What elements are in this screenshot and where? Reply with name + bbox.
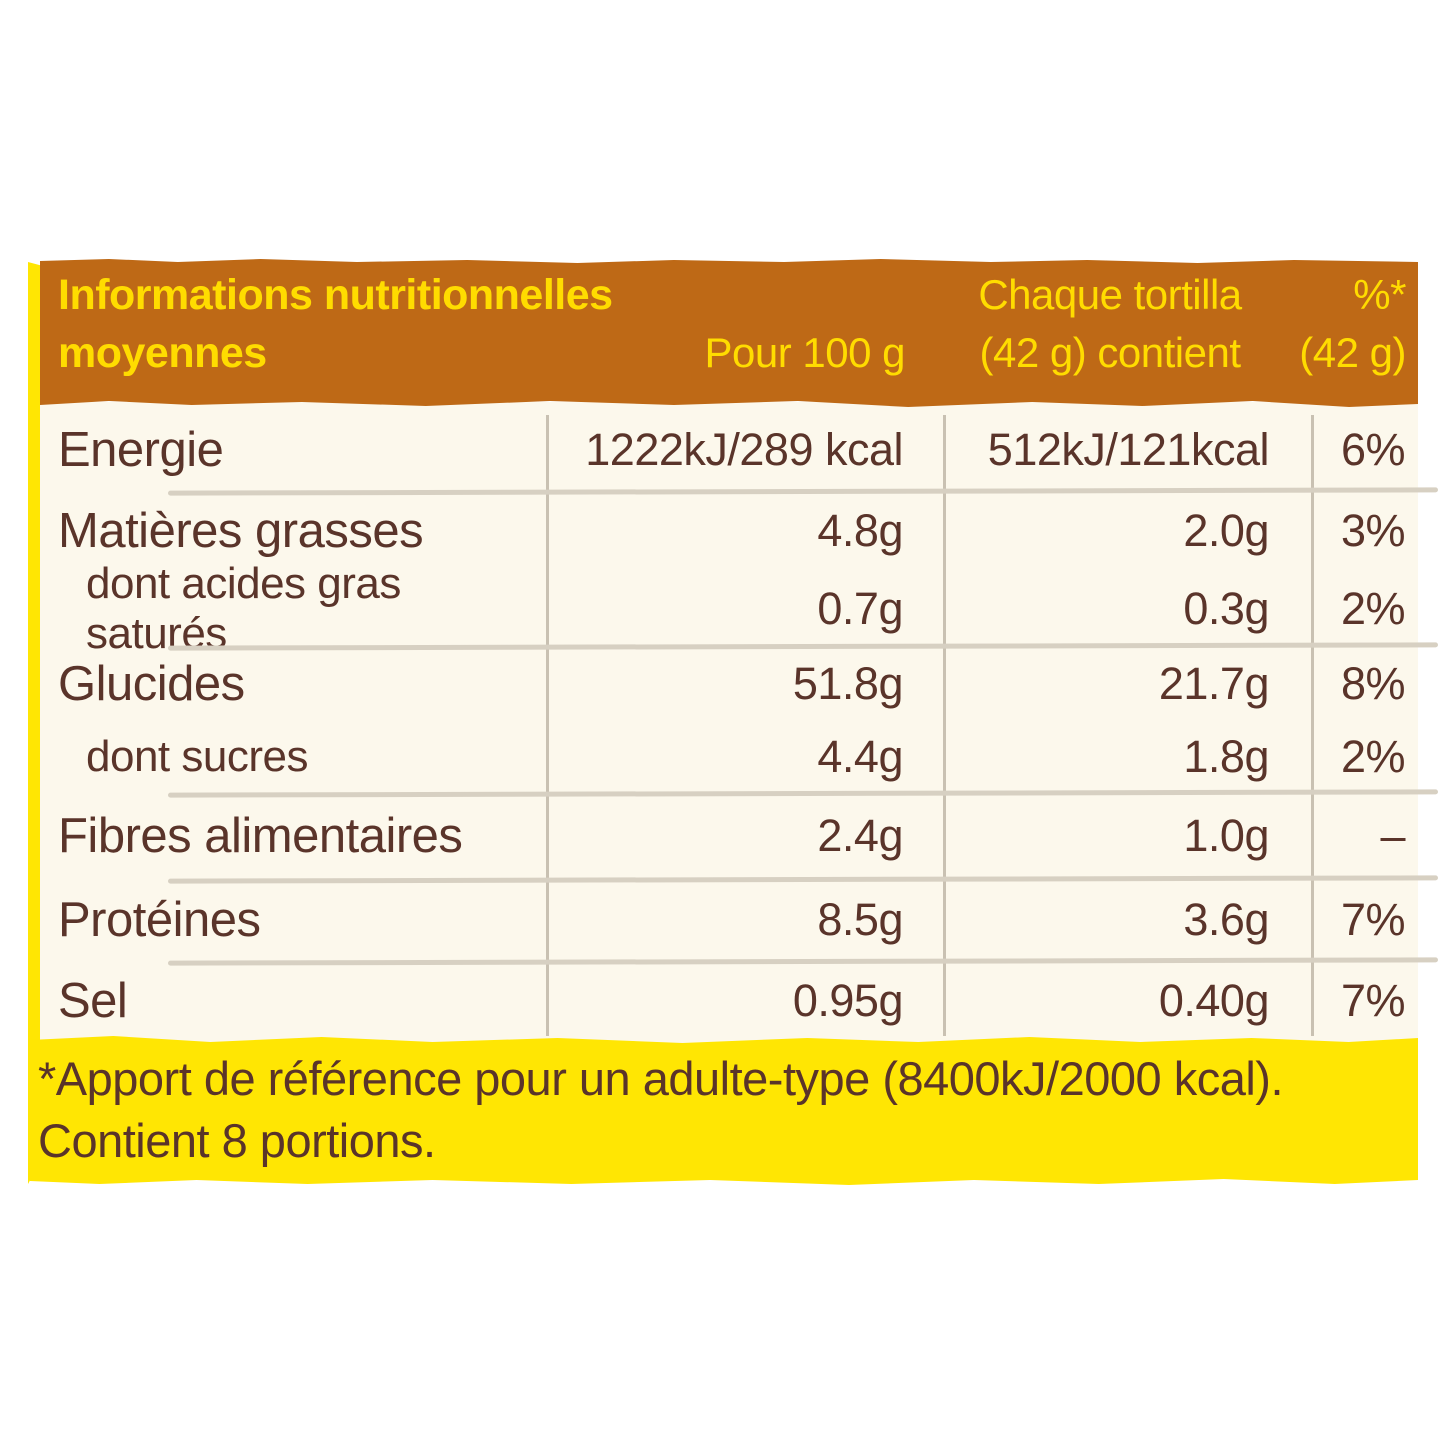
nutrient-label: Sel [58, 974, 128, 1028]
nutrient-label: Matières grasses [58, 504, 424, 558]
table-row: Glucides 51.8g 21.7g 8% [40, 646, 1418, 721]
title-line: Informations nutritionnelles [58, 271, 613, 319]
percent-value: – [1380, 810, 1405, 861]
portion-value: 512kJ/121kcal [987, 424, 1270, 475]
portion-value: 21.7g [1158, 657, 1270, 709]
portion-value: 2.0g [1183, 505, 1269, 556]
percent-value: 7% [1340, 894, 1406, 945]
portion-value: 1.8g [1183, 731, 1269, 782]
per100-value: 2.4g [817, 810, 903, 861]
page-title: Informations nutritionnelles moyennes [58, 266, 613, 382]
nutrient-label: Energie [58, 423, 224, 477]
per100-value: 51.8g [792, 657, 904, 709]
nutrient-sublabel: dont acides gras saturés [86, 558, 401, 658]
table-row: dont acides gras saturés 0.7g 0.3g 2% [40, 559, 1418, 658]
table-row: Matières grasses 4.8g 2.0g 3% [40, 491, 1418, 571]
column-divider [546, 415, 549, 1036]
column-header-percent-line: %* [1353, 271, 1406, 318]
portion-value: 0.3g [1183, 582, 1269, 634]
per100-value: 0.95g [792, 975, 904, 1026]
column-header-percent: %* (42 g) [1299, 266, 1406, 382]
table-row: Sel 0.95g 0.40g 7% [40, 961, 1418, 1041]
percent-value: 8% [1340, 657, 1406, 709]
column-divider [943, 415, 946, 1036]
nutrient-label: Protéines [58, 893, 261, 947]
column-header-portion: Chaque tortilla (42 g) contient [920, 266, 1300, 382]
column-header-percent-line: (42 g) [1299, 329, 1406, 376]
nutrient-sublabel: dont sucres [86, 732, 308, 781]
table-row: Energie 1222kJ/289 kcal 512kJ/121kcal 6% [40, 409, 1418, 491]
portion-value: 3.6g [1183, 894, 1269, 945]
per100-value: 8.5g [817, 894, 903, 945]
per100-value: 1222kJ/289 kcal [585, 424, 903, 475]
percent-value: 2% [1340, 582, 1406, 634]
portion-value: 0.40g [1158, 975, 1270, 1026]
nutrient-label: Fibres alimentaires [58, 809, 463, 863]
column-divider [1311, 415, 1314, 1036]
column-header-portion-line: Chaque tortilla [978, 271, 1242, 318]
percent-value: 6% [1340, 424, 1406, 475]
per100-value: 4.4g [817, 731, 903, 782]
column-header-per100: Pour 100 g [704, 329, 906, 376]
per100-value: 4.8g [817, 505, 903, 556]
column-header-portion-line: (42 g) contient [979, 329, 1242, 376]
percent-value: 2% [1340, 731, 1406, 782]
percent-value: 7% [1340, 975, 1406, 1026]
nutrient-label: Glucides [58, 656, 245, 711]
table-header: Informations nutritionnelles moyennes Po… [40, 259, 1418, 407]
per100-value: 0.7g [817, 582, 903, 634]
table-row: dont sucres 4.4g 1.8g 2% [40, 721, 1418, 793]
table-row: Fibres alimentaires 2.4g 1.0g – [40, 793, 1418, 879]
footnote: *Apport de référence pour un adulte-type… [30, 1036, 1418, 1185]
footnote-line: *Apport de référence pour un adulte-type… [38, 1052, 1284, 1105]
percent-value: 3% [1340, 505, 1406, 556]
table-row: Protéines 8.5g 3.6g 7% [40, 879, 1418, 961]
left-accent-stripe [28, 262, 43, 1184]
nutrition-table: Energie 1222kJ/289 kcal 512kJ/121kcal 6%… [40, 402, 1439, 1045]
footnote-line: Contient 8 portions. [38, 1114, 436, 1167]
title-line: moyennes [58, 329, 267, 377]
portion-value: 1.0g [1183, 810, 1269, 861]
